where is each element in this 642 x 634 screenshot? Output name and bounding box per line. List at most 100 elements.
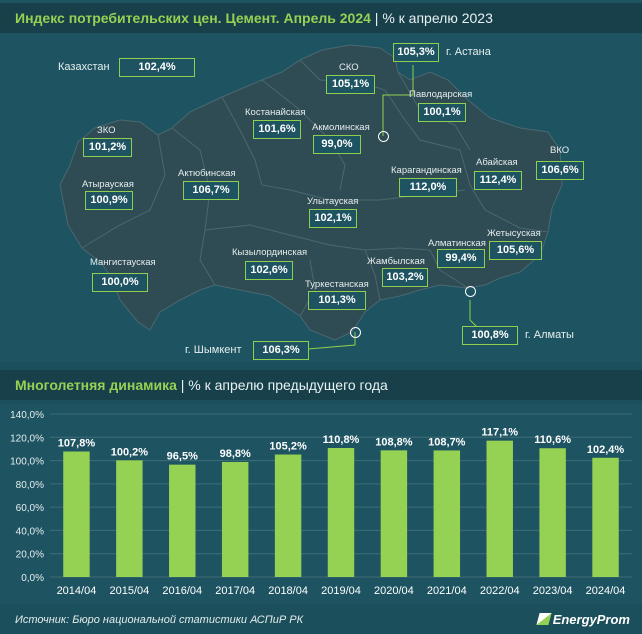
y-tick-label: 140,0%	[10, 410, 44, 421]
city-value-astana: 105,3%	[393, 43, 439, 62]
region-name-zha: Жамбылская	[367, 256, 425, 267]
x-tick-label: 2024/04	[586, 585, 626, 597]
region-name-kos: Костанайская	[245, 107, 306, 118]
x-tick-label: 2019/04	[321, 585, 361, 597]
region-name-ko: СКО	[339, 62, 359, 73]
region-value-pav: 100,1%	[418, 103, 466, 122]
bar	[539, 448, 566, 577]
region-value-aty: 100,9%	[85, 191, 133, 210]
region-name-vko: ВКО	[550, 145, 570, 156]
city-value-almaty: 100,8%	[462, 326, 518, 345]
map-subtitle: | % к апрелю 2023	[374, 10, 493, 26]
region-value-vko: 106,6%	[536, 161, 584, 180]
bar	[327, 447, 355, 577]
region-value-ko: 105,1%	[326, 75, 375, 94]
region-name-aty: Атырауская	[82, 179, 134, 190]
map-header: Индекс потребительских цен. Цемент. Апре…	[0, 3, 642, 33]
bar	[433, 450, 461, 577]
bar	[486, 440, 513, 577]
region-value-zha: 103,2%	[382, 268, 428, 287]
region-name-uly: Улытауская	[307, 196, 359, 207]
city-name-shymkent: г. Шымкент	[185, 344, 242, 356]
region-value-man: 100,0%	[92, 273, 148, 292]
x-tick-label: 2016/04	[162, 585, 202, 597]
chart-panel: 0,0% 20,0% 40,0% 60,0% 80,0% 100,0% 120,0% 140,…	[0, 404, 642, 604]
data-label: 110,6%	[534, 434, 571, 446]
region-value-zhe: 105,6%	[489, 241, 542, 260]
region-name-zko: ЗКО	[97, 125, 116, 136]
kazakhstan-name: Казахстан	[58, 61, 110, 73]
data-label: 96,5%	[167, 451, 198, 463]
data-label: 107,8%	[58, 437, 96, 449]
region-name-zhe: Жетысуская	[487, 228, 541, 239]
brand-name: EnergyProm	[552, 612, 630, 627]
data-label: 117,1%	[481, 427, 518, 439]
bar-chart: 0,0% 20,0% 40,0% 60,0% 80,0% 100,0% 120,0% 140,…	[10, 410, 632, 597]
data-label: 108,7%	[428, 436, 466, 448]
bar	[116, 460, 143, 577]
map-title-row: Индекс потребительских цен. Цемент. Апре…	[15, 10, 493, 26]
region-name-kar: Карагандинская	[391, 165, 462, 176]
y-tick-label: 20,0%	[16, 550, 44, 561]
region-value-akm: 99,0%	[313, 135, 361, 154]
x-tick-label: 2017/04	[215, 585, 255, 597]
y-tick-label: 120,0%	[10, 433, 44, 444]
region-value-zko: 101,2%	[83, 138, 132, 157]
y-tick-label: 100,0%	[10, 457, 44, 468]
region-name-aba: Абайская	[476, 157, 518, 168]
region-value-uly: 102,1%	[309, 209, 357, 228]
map-title: Индекс потребительских цен. Цемент. Апре…	[15, 10, 371, 26]
data-label: 98,8%	[220, 448, 251, 460]
bar	[169, 464, 196, 577]
city-name-astana: г. Астана	[446, 46, 491, 58]
region-value-kyz: 102,6%	[245, 261, 293, 280]
city-value-shymkent: 106,3%	[253, 341, 309, 360]
bar	[592, 457, 619, 577]
chart-subtitle: | % к апрелю предыдущего года	[180, 377, 388, 393]
chart-title-row: Многолетняя динамика | % к апрелю предыд…	[15, 377, 388, 393]
data-label: 100,2%	[111, 446, 149, 458]
brand-icon	[536, 613, 552, 625]
region-name-akt: Актюбинская	[178, 168, 236, 179]
region-name-kyz: Кызылординская	[232, 247, 308, 258]
bar	[380, 450, 408, 577]
y-tick-label: 80,0%	[16, 480, 44, 491]
x-tick-label: 2015/04	[109, 585, 149, 597]
chart-header: Многолетняя динамика | % к апрелю предыд…	[0, 370, 642, 400]
city-name-almaty: г. Алматы	[525, 329, 574, 341]
x-tick-label: 2014/04	[57, 585, 97, 597]
x-tick-label: 2021/04	[427, 585, 467, 597]
y-tick-label: 0,0%	[21, 573, 44, 584]
almaty-marker	[465, 286, 476, 297]
region-value-akt: 106,7%	[183, 181, 239, 200]
brand-logo: EnergyProm	[536, 612, 630, 627]
region-name-pav: Павлодарская	[409, 89, 473, 100]
y-tick-label: 60,0%	[16, 503, 44, 514]
region-value-alm: 99,4%	[437, 249, 485, 268]
region-value-aba: 112,4%	[474, 171, 522, 190]
x-tick-label: 2018/04	[268, 585, 308, 597]
kazakhstan-value: 102,4%	[119, 58, 195, 77]
x-tick-label: 2020/04	[374, 585, 414, 597]
x-tick-label: 2022/04	[480, 585, 520, 597]
chart-title: Многолетняя динамика	[15, 377, 177, 393]
bar	[221, 461, 249, 577]
x-tick-label: 2023/04	[533, 585, 573, 597]
region-name-tur: Туркестанская	[305, 279, 369, 290]
bar	[274, 454, 302, 577]
data-label: 105,2%	[269, 441, 307, 453]
data-label: 108,8%	[375, 436, 413, 448]
bar	[63, 451, 90, 577]
map-panel: Индекс потребительских цен. Цемент. Апре…	[0, 3, 642, 360]
source-note: Источник: Бюро национальной статистики А…	[15, 614, 304, 626]
region-value-tur: 101,3%	[308, 291, 366, 310]
y-tick-label: 40,0%	[16, 526, 44, 537]
region-name-man: Мангистауская	[90, 257, 156, 268]
astana-marker	[378, 131, 389, 142]
region-name-akm: Акмолинская	[312, 122, 370, 133]
data-label: 102,4%	[587, 444, 625, 456]
region-value-kar: 112,0%	[399, 178, 457, 197]
data-label: 110,8%	[323, 434, 360, 446]
region-value-kos: 101,6%	[253, 120, 301, 139]
